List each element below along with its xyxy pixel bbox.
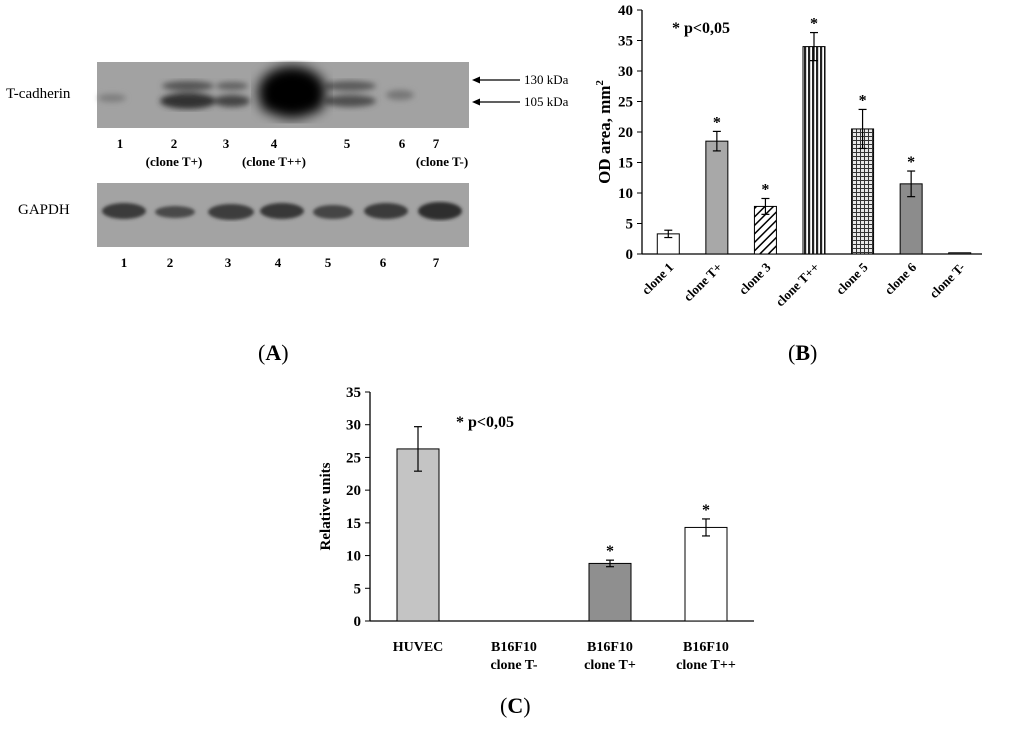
y-tick-label: 10	[618, 186, 633, 202]
y-tick-label: 25	[346, 450, 361, 466]
bar-3	[588, 562, 632, 622]
y-tick-label: 20	[346, 483, 361, 499]
y-tick-label: 15	[618, 156, 633, 172]
error-bar-5	[858, 108, 867, 150]
significance-star-5: *	[859, 92, 867, 109]
kda-arrows	[472, 76, 520, 106]
y-tick-label: 5	[626, 217, 634, 233]
x-tick-label-1: HUVEC	[393, 640, 444, 655]
y-tick-label: 35	[618, 34, 633, 50]
y-tick-label: 30	[346, 418, 361, 434]
error-bar-2	[712, 130, 721, 152]
blot-images	[97, 62, 520, 247]
tcad-lane-5: 5	[343, 136, 351, 151]
y-tick-label: 0	[354, 614, 362, 630]
error-bar-1	[664, 229, 673, 239]
y-tick-label: 0	[626, 247, 634, 263]
x-tick-label-7: clone T-	[926, 260, 968, 302]
kda-130-label: 130 kDa	[524, 72, 569, 87]
significance-star-4: *	[702, 502, 710, 519]
bar-1	[396, 448, 440, 622]
x-tick-label-2: clone T+	[680, 260, 725, 305]
y-tick-label: 5	[354, 581, 362, 597]
y-tick-label: 25	[618, 95, 633, 111]
tcad-lane-2-clone: (clone T+)	[145, 154, 203, 169]
significance-star-3: *	[606, 543, 614, 560]
error-bar-4	[702, 518, 710, 537]
panel-a-letter: (A)	[258, 340, 289, 365]
significance-star-6: *	[907, 154, 915, 171]
y-tick-label: 10	[346, 549, 361, 565]
y-tick-label: 15	[346, 516, 361, 532]
bar-4	[802, 46, 826, 255]
x-tick-label-2: clone T-	[490, 658, 537, 673]
x-tick-label-1: clone 1	[638, 260, 676, 298]
gapdh-lane-6: 6	[379, 255, 387, 270]
x-tick-label-4: clone T++	[676, 658, 736, 673]
error-bar-3	[606, 559, 614, 568]
gapdh-blot	[97, 183, 469, 247]
panel-b-letter: (B)	[788, 340, 818, 365]
chart-c: 0 5 10 15 20 25 30 35 Relative units * p<0,05 HUVE…	[318, 385, 754, 673]
gapdh-lane-4: 4	[274, 255, 282, 270]
significance-star-3: *	[761, 181, 769, 198]
chart-b: 0 5 10 15 20 25 30 35 40 OD area, mm2 * p<0,05 clon…	[594, 3, 982, 310]
x-tick-label-3: clone T+	[584, 658, 636, 673]
t-cadherin-blot	[97, 62, 469, 128]
tcad-lane-1: 1	[116, 136, 124, 151]
y-tick-label: 40	[618, 3, 633, 19]
tcad-lane-7-clone: (clone T-)	[415, 154, 469, 169]
significance-note: * p<0,05	[456, 414, 514, 431]
gapdh-lane-3: 3	[224, 255, 232, 270]
tcad-lane-4-clone: (clone T++)	[241, 154, 307, 169]
error-bar-1	[414, 426, 422, 472]
error-bar-6	[907, 170, 916, 198]
x-tick-label-6: clone 6	[881, 259, 919, 297]
tcad-lane-3: 3	[222, 136, 230, 151]
y-tick-label: 20	[618, 125, 633, 141]
bar-2	[705, 140, 729, 255]
y-axis-label: OD area, mm2	[594, 80, 614, 184]
error-bar-4	[810, 31, 818, 62]
gapdh-lane-2: 2	[166, 255, 174, 270]
significance-star-2: *	[713, 114, 721, 131]
x-tick-label-5: clone 5	[833, 259, 871, 297]
y-tick-label: 30	[618, 64, 633, 80]
gapdh-lane-7: 7	[432, 255, 440, 270]
t-cadherin-label: T-cadherin	[6, 86, 71, 102]
error-bar-3	[761, 197, 770, 215]
kda-105-label: 105 kDa	[524, 94, 569, 109]
x-tick-label-3: clone 3	[736, 259, 774, 297]
tcad-lane-6: 6	[398, 136, 406, 151]
y-axis-label: Relative units	[318, 462, 334, 550]
x-tick-label-4: B16F10	[683, 640, 729, 655]
bar-7	[948, 252, 972, 255]
tcad-lane-4: 4	[270, 136, 278, 151]
significance-star-4: *	[810, 16, 818, 33]
gapdh-lane-1: 1	[120, 255, 128, 270]
x-tick-label-4: clone T++	[772, 260, 822, 310]
panel-c-letter: (C)	[500, 693, 531, 718]
tcad-lane-7: 7	[432, 136, 440, 151]
x-tick-label-3: B16F10	[587, 640, 633, 655]
bar-4	[684, 526, 728, 622]
gapdh-lane-5: 5	[324, 255, 332, 270]
significance-note: * p<0,05	[672, 20, 730, 37]
tcad-lane-2: 2	[170, 136, 178, 151]
x-tick-label-2: B16F10	[491, 640, 537, 655]
y-tick-label: 35	[346, 385, 361, 401]
gapdh-label: GAPDH	[18, 202, 70, 218]
